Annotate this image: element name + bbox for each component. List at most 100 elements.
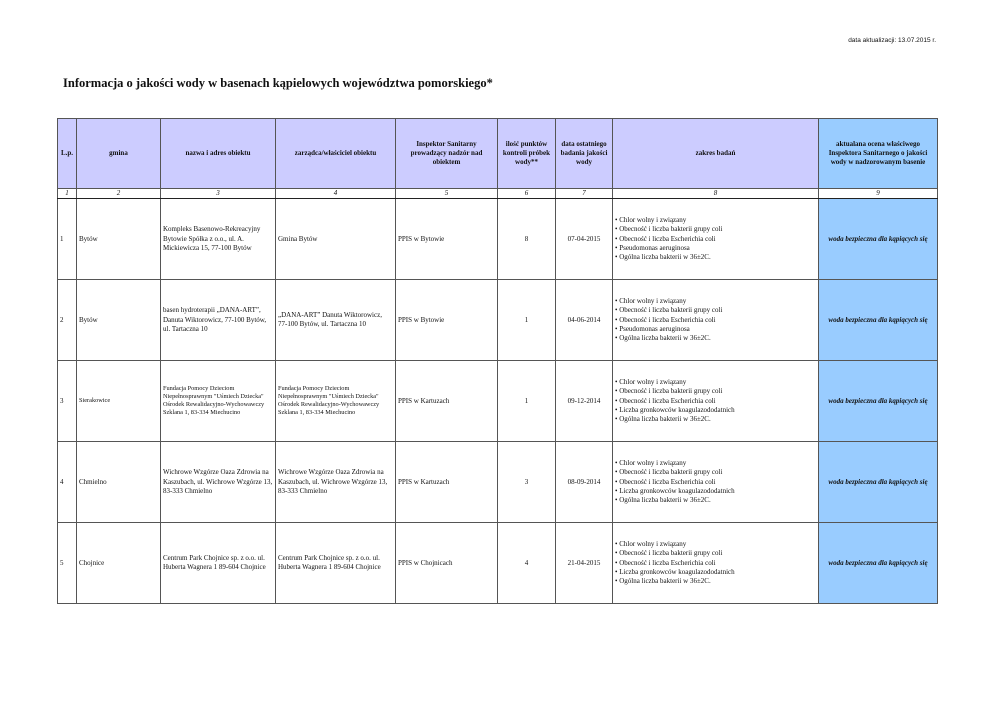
table-row: 3 Sierakowice Fundacja Pomocy Dzieciom Nie… [57, 360, 938, 443]
test-scope-item: Obecność i liczba Escherichia coli [615, 397, 816, 406]
header-inspektor: Inspektor Sanitarny prowadzący nadzór na… [395, 118, 498, 189]
test-scope-item: Chlor wolny i związany [615, 378, 816, 387]
cell-punkty: 1 [497, 279, 556, 362]
test-scope-item: Obecność i liczba bakterii grupy coli [615, 306, 816, 315]
cell-nazwa: Kompleks Basenowo-Rekreacyjny Bytowie Sp… [160, 198, 276, 281]
column-number: 6 [497, 187, 556, 200]
column-number: 7 [555, 187, 613, 200]
header-lp: L.p. [57, 118, 77, 189]
test-scope-list: Chlor wolny i związanyObecność i liczba … [615, 459, 816, 504]
column-number: 1 [57, 187, 77, 200]
header-gmina: gmina [76, 118, 161, 189]
cell-data: 08-09-2014 [555, 441, 613, 524]
page-title: Informacja o jakości wody w basenach kąp… [63, 76, 493, 90]
table-row: 4 Chmielno Wichrowe Wzgórze Oaza Zdrowia n… [57, 441, 938, 524]
cell-data: 07-04-2015 [555, 198, 613, 281]
test-scope-item: Chlor wolny i związany [615, 459, 816, 468]
column-number: 2 [76, 187, 161, 200]
cell-data: 09-12-2014 [555, 360, 613, 443]
cell-gmina: Bytów [76, 279, 161, 362]
test-scope-item: Liczba gronkowców koagulazododatnich [615, 406, 816, 415]
cell-inspektor: PPIS w Kartuzach [395, 360, 498, 443]
table-row: 1 Bytów Kompleks Basenowo-Rekreacyjny Byto… [57, 198, 938, 281]
test-scope-item: Ogólna liczba bakterii w 36±2C. [615, 577, 816, 586]
test-scope-item: Chlor wolny i związany [615, 297, 816, 306]
test-scope-item: Liczba gronkowców koagulazododatnich [615, 487, 816, 496]
cell-zakres: Chlor wolny i związanyObecność i liczba … [612, 441, 819, 524]
test-scope-item: Pseudomonas aeruginosa [615, 244, 816, 253]
test-scope-list: Chlor wolny i związanyObecność i liczba … [615, 540, 816, 585]
column-number: 5 [395, 187, 498, 200]
test-scope-item: Ogólna liczba bakterii w 36±2C. [615, 496, 816, 505]
cell-inspektor: PPIS w Chojnicach [395, 522, 498, 605]
cell-data: 04-06-2014 [555, 279, 613, 362]
update-date: data aktualizacji: 13.07.2015 r. [848, 37, 936, 44]
test-scope-item: Obecność i liczba Escherichia coli [615, 559, 816, 568]
cell-gmina: Sierakowice [76, 360, 161, 443]
cell-nazwa: Wichrowe Wzgórze Oaza Zdrowia na Kaszuba… [160, 441, 276, 524]
header-zarzadca: zarządca/właściciel obiektu [275, 118, 396, 189]
test-scope-item: Obecność i liczba bakterii grupy coli [615, 549, 816, 558]
column-number: 4 [275, 187, 396, 200]
cell-zakres: Chlor wolny i związanyObecność i liczba … [612, 522, 819, 605]
cell-punkty: 8 [497, 198, 556, 281]
test-scope-item: Liczba gronkowców koagulazododatnich [615, 568, 816, 577]
header-row: L.p. gmina nazwa i adres obiektu zarządc… [57, 118, 938, 189]
cell-punkty: 4 [497, 522, 556, 605]
cell-zarzadca: Centrum Park Chojnice sp. z o.o. ul. Hub… [275, 522, 396, 605]
cell-zakres: Chlor wolny i związanyObecność i liczba … [612, 360, 819, 443]
cell-zarzadca: Wichrowe Wzgórze Oaza Zdrowia na Kaszuba… [275, 441, 396, 524]
test-scope-item: Obecność i liczba bakterii grupy coli [615, 468, 816, 477]
cell-ocena: woda bezpieczna dla kąpiących się [818, 522, 938, 605]
water-quality-table: L.p. gmina nazwa i adres obiektu zarządc… [57, 118, 938, 605]
test-scope-item: Ogólna liczba bakterii w 36±2C. [615, 334, 816, 343]
test-scope-item: Obecność i liczba bakterii grupy coli [615, 225, 816, 234]
cell-zakres: Chlor wolny i związanyObecność i liczba … [612, 198, 819, 281]
cell-data: 21-04-2015 [555, 522, 613, 605]
header-nazwa: nazwa i adres obiektu [160, 118, 276, 189]
cell-ocena: woda bezpieczna dla kąpiących się [818, 279, 938, 362]
cell-nazwa: Centrum Park Chojnice sp. z o.o. ul. Hub… [160, 522, 276, 605]
table-row: 5 Chojnice Centrum Park Chojnice sp. z o.o… [57, 522, 938, 605]
column-number: 9 [818, 187, 938, 200]
test-scope-item: Obecność i liczba Escherichia coli [615, 478, 816, 487]
cell-lp: 5 [57, 522, 77, 605]
test-scope-item: Chlor wolny i związany [615, 216, 816, 225]
test-scope-item: Obecność i liczba Escherichia coli [615, 316, 816, 325]
cell-inspektor: PPIS w Bytowie [395, 279, 498, 362]
header-data: data ostatniego badania jakości wody [555, 118, 613, 189]
header-punkty: ilość punktów kontroli próbek wody** [497, 118, 556, 189]
cell-ocena: woda bezpieczna dla kąpiących się [818, 198, 938, 281]
cell-gmina: Bytów [76, 198, 161, 281]
cell-lp: 4 [57, 441, 77, 524]
test-scope-list: Chlor wolny i związanyObecność i liczba … [615, 297, 816, 342]
test-scope-item: Pseudomonas aeruginosa [615, 325, 816, 334]
test-scope-item: Ogólna liczba bakterii w 36±2C. [615, 415, 816, 424]
cell-lp: 2 [57, 279, 77, 362]
test-scope-item: Obecność i liczba Escherichia coli [615, 235, 816, 244]
table-row: 2 Bytów basen hydroterapii „DANA-ART”, Dan… [57, 279, 938, 362]
test-scope-item: Ogólna liczba bakterii w 36±2C. [615, 253, 816, 262]
cell-zarzadca: Gmina Bytów [275, 198, 396, 281]
column-number: 8 [612, 187, 819, 200]
test-scope-list: Chlor wolny i związanyObecność i liczba … [615, 378, 816, 423]
cell-punkty: 1 [497, 360, 556, 443]
cell-zarzadca: „DANA-ART” Danuta Wiktorowicz, 77-100 By… [275, 279, 396, 362]
cell-nazwa: basen hydroterapii „DANA-ART”, Danuta Wi… [160, 279, 276, 362]
header-zakres: zakres badań [612, 118, 819, 189]
test-scope-list: Chlor wolny i związanyObecność i liczba … [615, 216, 816, 261]
cell-ocena: woda bezpieczna dla kąpiących się [818, 441, 938, 524]
cell-ocena: woda bezpieczna dla kąpiących się [818, 360, 938, 443]
cell-punkty: 3 [497, 441, 556, 524]
cell-gmina: Chojnice [76, 522, 161, 605]
test-scope-item: Obecność i liczba bakterii grupy coli [615, 387, 816, 396]
cell-inspektor: PPIS w Kartuzach [395, 441, 498, 524]
cell-gmina: Chmielno [76, 441, 161, 524]
cell-inspektor: PPIS w Bytowie [395, 198, 498, 281]
cell-lp: 1 [57, 198, 77, 281]
cell-lp: 3 [57, 360, 77, 443]
cell-zarzadca: Fundacja Pomocy Dzieciom Niepełnosprawny… [275, 360, 396, 443]
cell-zakres: Chlor wolny i związanyObecność i liczba … [612, 279, 819, 362]
header-ocena: aktualana ocena właściwego Inspektora Sa… [818, 118, 938, 189]
